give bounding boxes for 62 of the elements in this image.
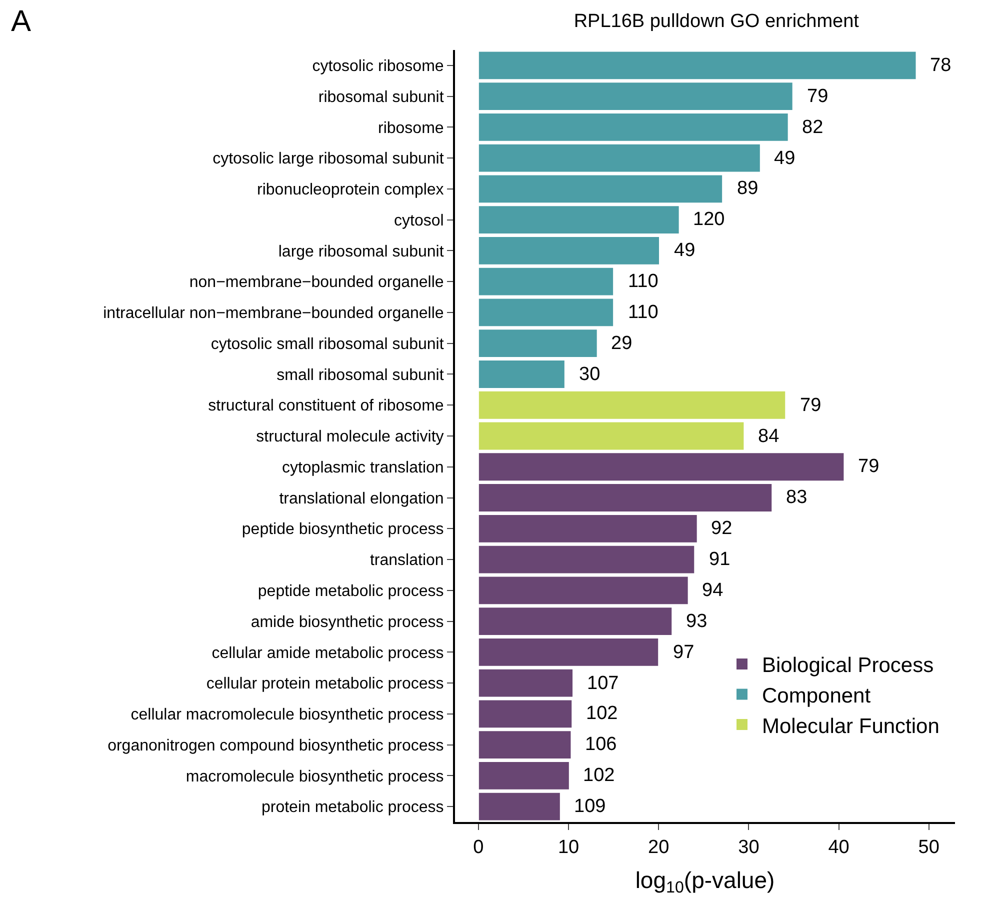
x-axis-title: log$_{10}$(p-value) <box>635 866 775 897</box>
y-tick-label: structural molecule activity <box>256 428 444 446</box>
y-tick-label: peptide biosynthetic process <box>242 521 444 538</box>
annotation: 91 <box>709 549 730 570</box>
annotation: 84 <box>758 426 780 447</box>
annotation: 49 <box>674 240 696 261</box>
annotation: 30 <box>579 364 600 385</box>
legend-label: Component <box>762 684 871 708</box>
annotation: 106 <box>585 734 617 755</box>
y-tick-label: cytosol <box>394 212 444 230</box>
y-tick-label: cellular protein metabolic process <box>206 676 444 693</box>
annotation: 120 <box>693 209 725 230</box>
annotation: 110 <box>628 302 658 323</box>
y-tick-label: amide biosynthetic process <box>250 614 444 631</box>
annotation: 79 <box>800 395 822 416</box>
y-tick-label: large ribosomal subunit <box>278 243 444 260</box>
y-tick-label: cellular macromolecule biosynthetic process <box>130 706 444 724</box>
annotation: 89 <box>737 178 758 199</box>
legend-label: Biological Process <box>762 654 934 678</box>
annotation: 93 <box>686 611 708 632</box>
annotation: 79 <box>858 456 880 477</box>
annotation: 107 <box>587 673 619 694</box>
annotation: 102 <box>586 703 618 724</box>
chart-title: RPL16B pulldown GO enrichment <box>574 10 860 32</box>
annotation: 102 <box>583 765 615 786</box>
x-tick-label: 30 <box>738 836 760 858</box>
annotation: 92 <box>711 518 732 539</box>
y-tick-label: translational elongation <box>279 490 444 508</box>
y-tick-label: translation <box>370 552 444 570</box>
y-tick-label: ribosomal subunit <box>318 88 444 106</box>
y-tick-label: small ribosomal subunit <box>276 366 444 384</box>
annotation: 94 <box>702 580 724 601</box>
x-tick-label: 0 <box>473 836 484 858</box>
y-tick-label: structural constituent of ribosome <box>208 398 444 415</box>
annotation: 78 <box>930 55 952 76</box>
x-tick-label: 10 <box>558 836 580 858</box>
y-tick-label: organonitrogen compound biosynthetic process <box>108 737 444 754</box>
y-tick-label: cytosolic large ribosomal subunit <box>212 150 444 168</box>
annotation: 109 <box>574 796 606 817</box>
y-tick-label: protein metabolic process <box>261 799 444 816</box>
x-tick-label: 50 <box>918 836 940 858</box>
annotation: 49 <box>774 148 796 169</box>
annotation: 97 <box>673 642 694 663</box>
y-tick-label: cytoplasmic translation <box>282 459 444 476</box>
y-tick-label: cellular amide metabolic process <box>212 644 444 662</box>
y-tick-label: peptide metabolic process <box>258 583 444 600</box>
y-tick-label: macromolecule biosynthetic process <box>186 768 444 786</box>
legend-label: Molecular Function <box>762 714 940 738</box>
annotation: 82 <box>802 117 824 138</box>
annotation: 110 <box>628 271 658 292</box>
x-tick-label: 40 <box>828 836 850 858</box>
annotation: 79 <box>807 86 828 107</box>
text: A <box>11 5 32 38</box>
y-tick-label: cytosolic ribosome <box>312 58 444 76</box>
y-tick-label: ribosome <box>378 120 444 137</box>
y-tick-label: ribonucleoprotein complex <box>257 182 444 199</box>
annotation: 83 <box>786 487 808 508</box>
annotation: 29 <box>611 333 632 354</box>
y-tick-label: non−membrane−bounded organelle <box>189 274 444 292</box>
y-tick-label: cytosolic small ribosomal subunit <box>210 336 444 353</box>
y-tick-label: intracellular non−membrane−bounded organelle <box>103 305 444 322</box>
x-tick-label: 20 <box>648 836 670 858</box>
